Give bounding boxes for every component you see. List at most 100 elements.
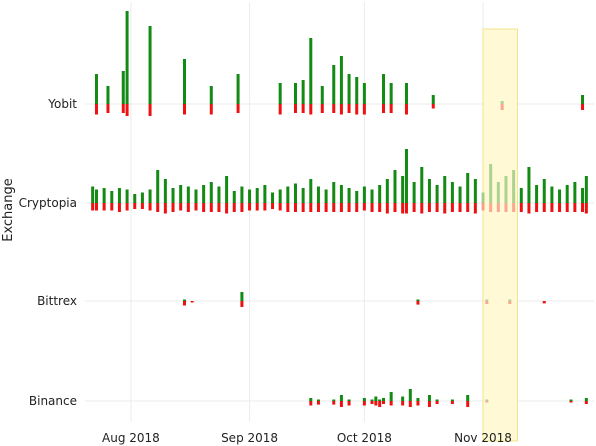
bar-up-yobit: [389, 83, 393, 104]
bar-down-bittrex: [240, 301, 244, 307]
bar-down-cryptopia: [473, 203, 477, 214]
bar-up-cryptopia: [385, 179, 389, 203]
bar-up-cryptopia: [324, 189, 328, 203]
bar-down-yobit: [236, 104, 240, 113]
bar-down-cryptopia: [581, 203, 585, 212]
bar-up-cryptopia: [355, 191, 359, 203]
bar-down-binance: [427, 401, 431, 407]
bar-down-cryptopia: [450, 203, 454, 212]
bar-down-cryptopia: [110, 203, 114, 211]
x-tick-label: Nov 2018: [454, 431, 512, 445]
bar-up-yobit: [339, 56, 343, 104]
bar-down-cryptopia: [171, 203, 175, 212]
bar-down-binance: [370, 401, 374, 404]
bar-up-cryptopia: [565, 185, 569, 203]
bar-up-cryptopia: [519, 188, 523, 203]
bar-up-cryptopia: [435, 185, 439, 203]
bar-up-binance: [408, 389, 412, 401]
bar-up-cryptopia: [186, 186, 190, 203]
bar-up-cryptopia: [504, 176, 508, 203]
bar-down-cryptopia: [125, 203, 129, 211]
bar-down-binance: [485, 401, 489, 403]
bar-down-cryptopia: [91, 203, 95, 211]
bar-down-yobit: [320, 104, 324, 113]
bar-up-cryptopia: [263, 185, 267, 203]
bar-up-binance: [427, 395, 431, 401]
x-tick-label: Oct 2018: [337, 431, 392, 445]
bar-up-yobit: [236, 74, 240, 104]
bar-up-cryptopia: [278, 189, 282, 203]
bar-up-cryptopia: [573, 182, 577, 203]
bar-up-cryptopia: [240, 186, 244, 203]
bar-up-cryptopia: [255, 188, 259, 203]
bar-down-cryptopia: [102, 203, 106, 211]
bar-up-cryptopia: [581, 188, 585, 203]
bar-down-cryptopia: [179, 203, 183, 211]
bar-down-bittrex: [508, 301, 512, 304]
bar-down-binance: [569, 401, 573, 403]
bar-down-yobit: [309, 104, 313, 115]
bar-down-yobit: [382, 104, 386, 113]
bar-down-cryptopia: [527, 203, 531, 214]
bar-down-yobit: [106, 104, 110, 113]
bar-up-cryptopia: [148, 189, 152, 203]
bar-up-cryptopia: [535, 185, 539, 203]
y-tick-label: Bittrex: [37, 294, 77, 308]
x-tick-labels: Aug 2018 Sep 2018 Oct 2018 Nov 2018: [102, 431, 512, 445]
y-tick-label: Binance: [29, 394, 77, 408]
bar-down-cryptopia: [339, 203, 343, 212]
bar-down-cryptopia: [293, 203, 297, 212]
bar-up-cryptopia: [202, 185, 206, 203]
bar-up-binance: [309, 398, 313, 401]
bar-up-binance: [378, 399, 382, 401]
bar-up-cryptopia: [293, 183, 297, 203]
bar-down-cryptopia: [404, 203, 408, 214]
bar-up-bittrex: [485, 299, 489, 301]
x-tick-label: Aug 2018: [102, 431, 160, 445]
y-axis-title: Exchange: [1, 178, 16, 242]
bar-down-cryptopia: [156, 203, 160, 212]
bar-up-cryptopia: [271, 192, 275, 203]
bar-up-cryptopia: [163, 179, 167, 203]
bar-down-cryptopia: [558, 203, 562, 212]
bar-down-yobit: [125, 104, 129, 116]
bar-down-cryptopia: [209, 203, 213, 212]
bar-up-yobit: [500, 101, 504, 104]
bar-up-binance: [569, 399, 573, 401]
bar-down-cryptopia: [512, 203, 516, 212]
bar-down-cryptopia: [117, 203, 121, 212]
bar-down-bittrex: [542, 301, 546, 304]
bar-down-binance: [374, 401, 378, 406]
bar-down-binance: [382, 401, 386, 404]
bar-down-cryptopia: [263, 203, 267, 211]
bar-down-yobit: [278, 104, 282, 115]
bar-up-cryptopia: [248, 189, 252, 203]
bar-down-cryptopia: [385, 203, 389, 214]
bar-up-cryptopia: [370, 189, 374, 203]
bar-down-binance: [339, 401, 343, 407]
bar-down-cryptopia: [412, 203, 416, 212]
bar-up-cryptopia: [404, 149, 408, 203]
bar-down-yobit: [431, 104, 435, 109]
bar-up-cryptopia: [171, 188, 175, 203]
bar-up-bittrex: [240, 292, 244, 301]
bar-down-cryptopia: [163, 203, 167, 214]
bar-down-binance: [332, 401, 336, 405]
bar-down-yobit: [209, 104, 213, 115]
bar-up-yobit: [293, 83, 297, 104]
bar-down-cryptopia: [504, 203, 508, 212]
bar-up-cryptopia: [316, 186, 320, 203]
bar-down-cryptopia: [186, 203, 190, 212]
bar-up-yobit: [301, 80, 305, 104]
bar-down-binance: [408, 401, 412, 407]
bar-up-binance: [362, 398, 366, 401]
bar-up-cryptopia: [209, 182, 213, 203]
bar-down-cryptopia: [355, 203, 359, 212]
bar-up-binance: [466, 395, 470, 401]
bar-up-cryptopia: [156, 170, 160, 203]
bar-down-cryptopia: [542, 203, 546, 212]
bar-down-cryptopia: [466, 203, 470, 212]
bar-down-cryptopia: [420, 203, 424, 214]
bar-down-cryptopia: [535, 203, 539, 212]
bar-up-cryptopia: [489, 164, 493, 203]
